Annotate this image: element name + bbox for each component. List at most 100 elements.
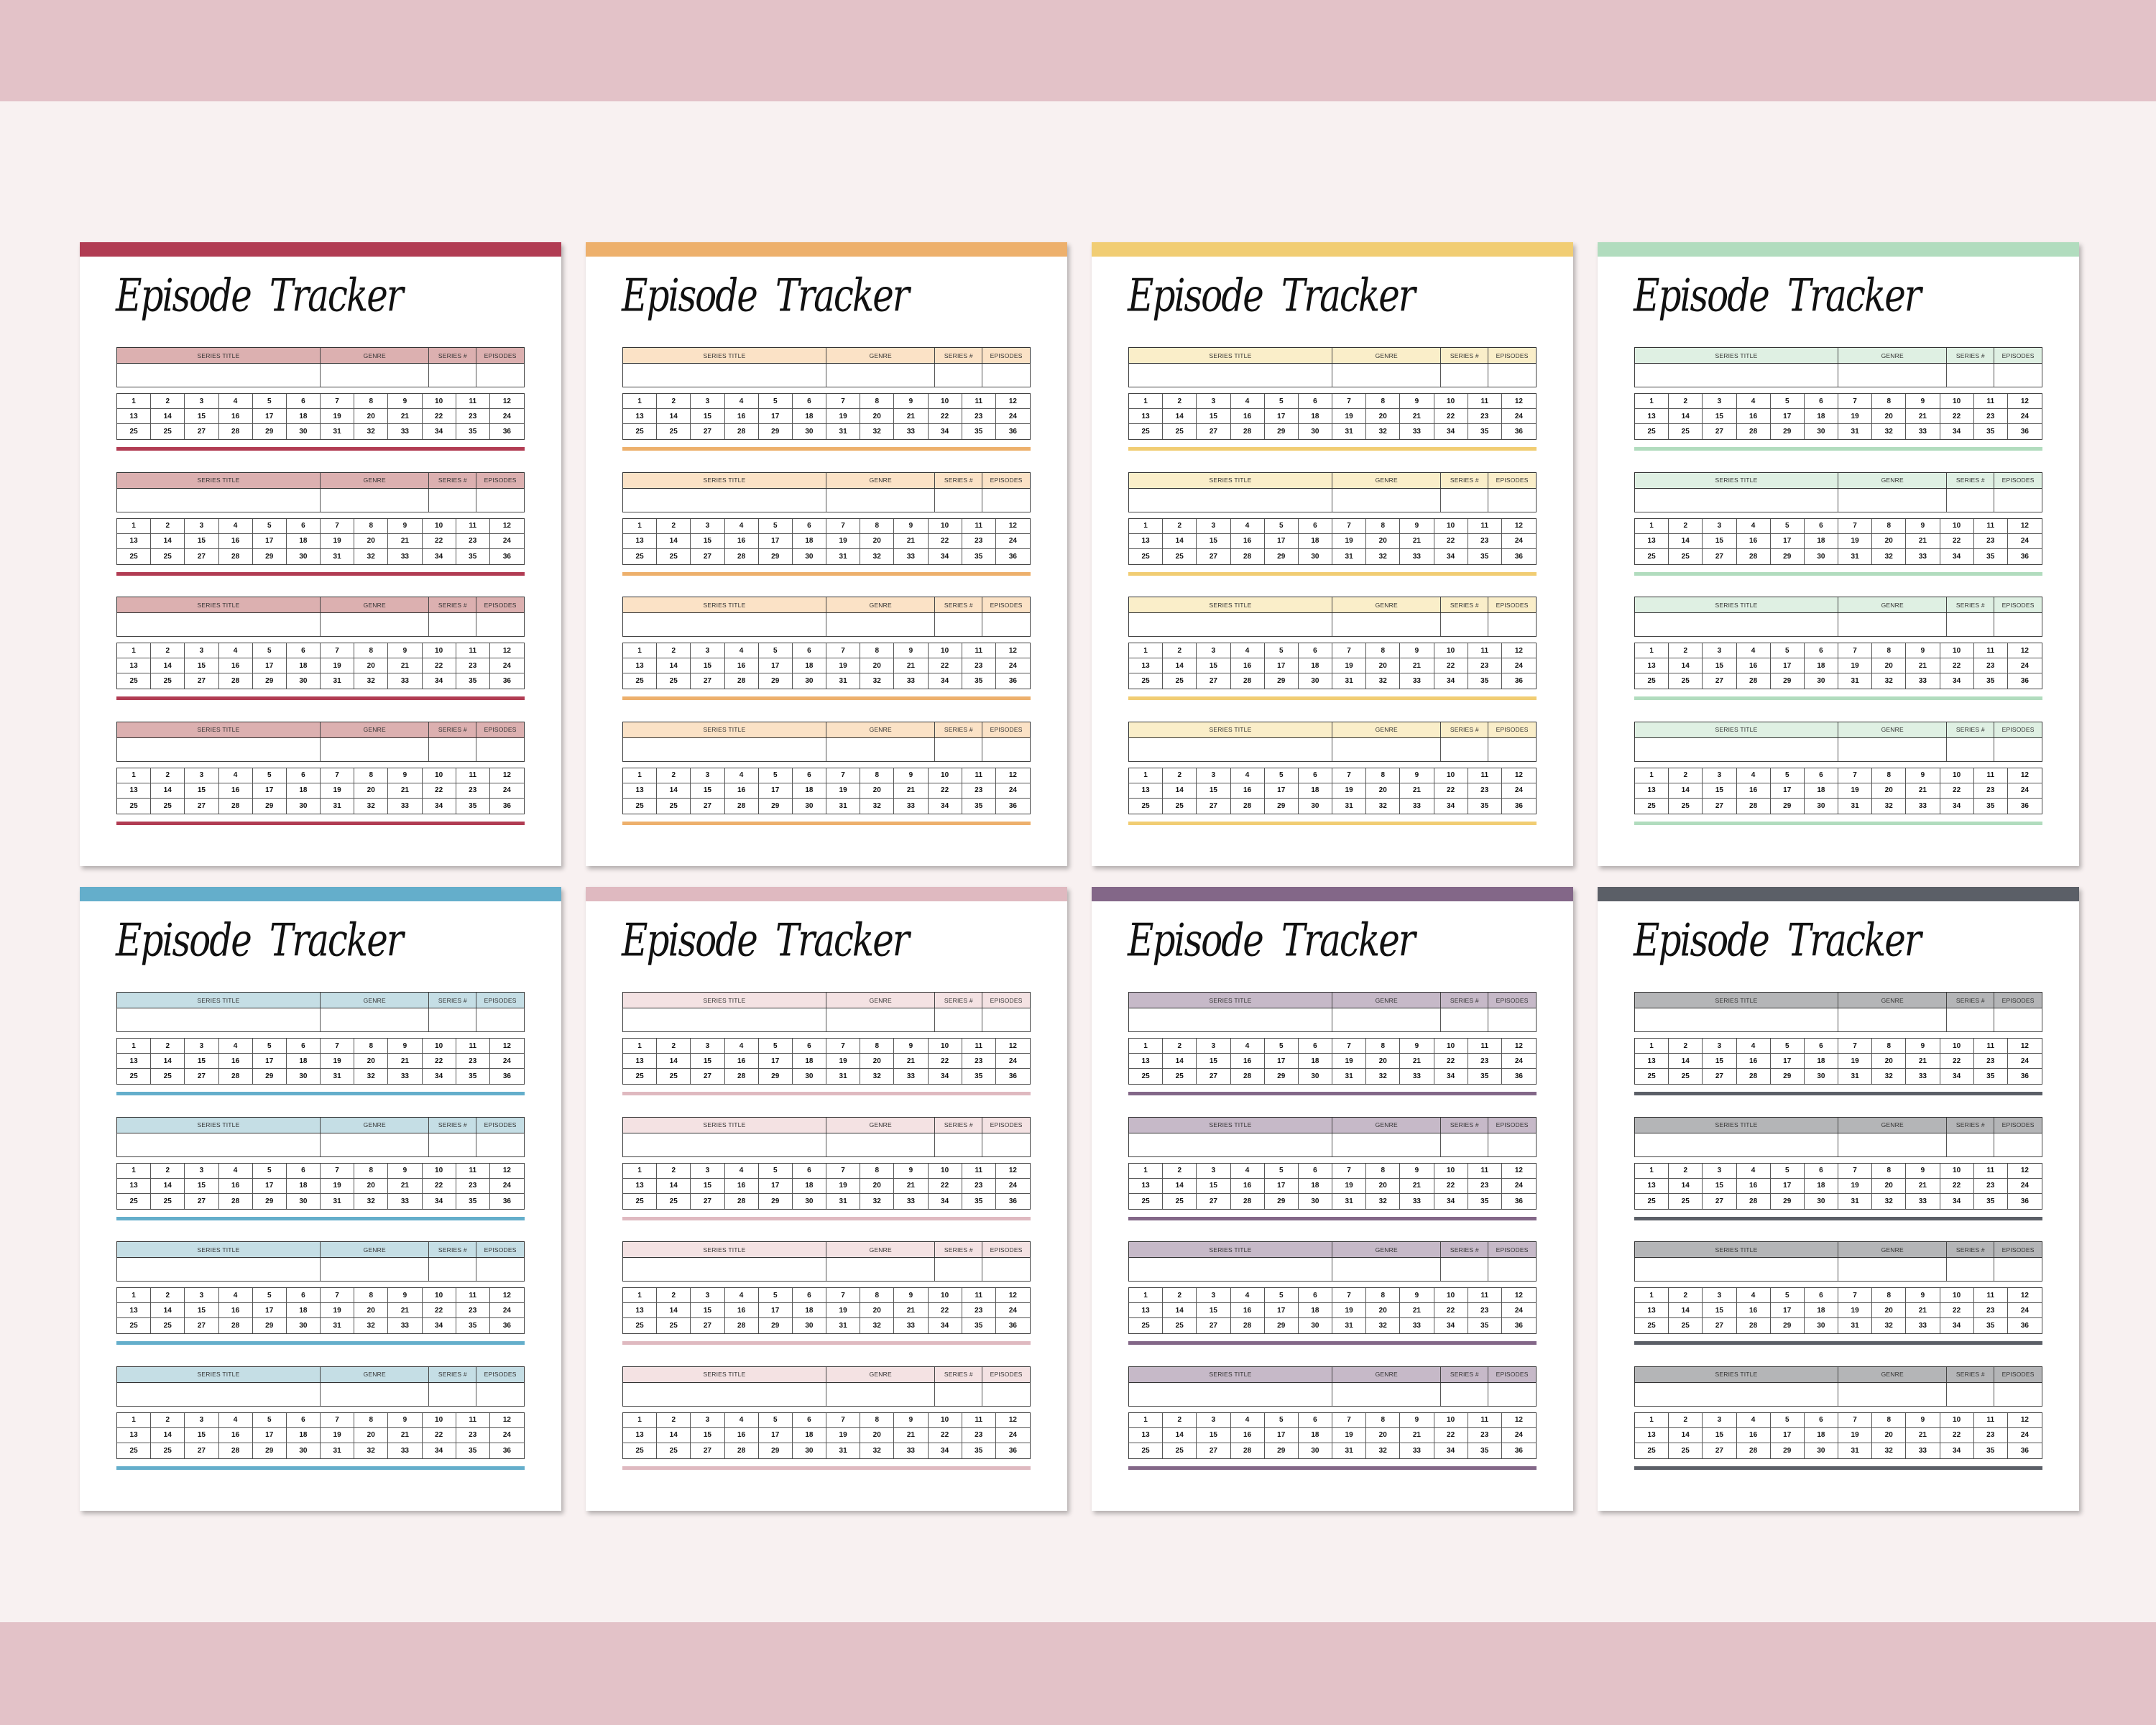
episode-checkbox[interactable]: 6 [792,518,826,534]
episode-checkbox[interactable]: 19 [321,1178,355,1194]
episode-checkbox[interactable]: 31 [1332,798,1367,814]
episode-checkbox[interactable]: 10 [422,768,456,783]
episode-checkbox[interactable]: 7 [321,768,355,783]
episode-checkbox[interactable]: 23 [1973,1427,2008,1443]
episode-checkbox[interactable]: 21 [388,783,423,799]
episode-checkbox[interactable]: 35 [1468,798,1502,814]
episode-checkbox[interactable]: 12 [2007,394,2042,409]
episode-checkbox[interactable]: 3 [1197,518,1231,534]
episode-checkbox[interactable]: 27 [185,1193,219,1209]
episode-checkbox[interactable]: 17 [1770,533,1805,549]
episode-checkbox[interactable]: 8 [1872,518,1907,534]
episode-checkbox[interactable]: 7 [1332,1412,1367,1428]
episode-checkbox[interactable]: 29 [1265,548,1299,564]
episode-checkbox[interactable]: 13 [1635,783,1669,799]
episode-checkbox[interactable]: 25 [1635,424,1669,439]
episode-checkbox[interactable]: 24 [995,1303,1030,1318]
episode-checkbox[interactable]: 11 [456,643,490,658]
episode-checkbox[interactable]: 25 [623,798,658,814]
episode-checkbox[interactable]: 1 [1635,394,1669,409]
episode-checkbox[interactable]: 19 [1838,1054,1873,1069]
episode-checkbox[interactable]: 4 [1736,518,1771,534]
episode-checkbox[interactable]: 9 [894,518,929,534]
episode-checkbox[interactable]: 10 [928,1288,962,1303]
episode-checkbox[interactable]: 6 [1298,1412,1332,1428]
genre-field[interactable] [1838,737,1948,761]
episode-checkbox[interactable]: 11 [962,1412,996,1428]
episode-checkbox[interactable]: 18 [792,1054,826,1069]
episode-checkbox[interactable]: 32 [354,1193,389,1209]
episode-checkbox[interactable]: 34 [929,548,962,564]
episodes-field[interactable] [476,613,524,636]
episode-checkbox[interactable]: 10 [422,1163,456,1179]
episode-checkbox[interactable]: 29 [1265,1318,1299,1333]
episode-checkbox[interactable]: 4 [1230,643,1265,658]
series-title-field[interactable] [1129,1382,1332,1406]
episode-checkbox[interactable]: 9 [1400,1039,1434,1054]
episode-checkbox[interactable]: 5 [1264,394,1299,409]
episode-checkbox[interactable]: 19 [826,1178,861,1194]
episode-checkbox[interactable]: 28 [1231,1318,1265,1333]
episode-checkbox[interactable]: 5 [758,1412,793,1428]
episodes-field[interactable] [476,1008,524,1031]
episode-checkbox[interactable]: 32 [354,1443,389,1458]
episode-checkbox[interactable]: 36 [1008,1072,1017,1080]
episode-checkbox[interactable]: 2 [1163,1288,1197,1303]
episode-checkbox[interactable]: 3 [691,1412,725,1428]
episode-checkbox[interactable]: 31 [826,548,861,564]
episode-checkbox[interactable]: 31 [1332,673,1367,689]
episode-checkbox[interactable]: 15 [1197,1303,1231,1318]
episode-checkbox[interactable]: 31 [1838,424,1873,439]
episode-checkbox[interactable]: 36 [2020,1197,2029,1205]
genre-field[interactable] [826,1008,936,1031]
episode-checkbox[interactable]: 18 [792,658,826,673]
episode-checkbox[interactable]: 27 [691,798,725,814]
episode-checkbox[interactable]: 18 [1804,783,1838,799]
episode-checkbox[interactable]: 31 [1332,1193,1367,1209]
episode-checkbox[interactable]: 30 [793,798,826,814]
episode-checkbox[interactable]: 12 [489,768,524,783]
episode-checkbox[interactable]: 30 [793,1443,826,1458]
episode-checkbox[interactable]: 17 [1264,1054,1299,1069]
episode-checkbox[interactable]: 5 [1264,1039,1299,1054]
episode-checkbox[interactable]: 18 [792,1178,826,1194]
episode-checkbox[interactable]: 31 [321,1193,355,1209]
episode-checkbox[interactable]: 8 [354,394,389,409]
episode-checkbox[interactable]: 28 [1231,424,1265,439]
episode-checkbox[interactable]: 14 [1669,783,1703,799]
episode-checkbox[interactable]: 31 [1838,1193,1873,1209]
series-title-field[interactable] [623,613,826,636]
episode-checkbox[interactable]: 7 [1838,643,1873,658]
episode-checkbox[interactable]: 16 [218,1303,253,1318]
episode-checkbox[interactable]: 22 [1434,1303,1468,1318]
episode-checkbox[interactable]: 18 [792,409,826,424]
episode-checkbox[interactable]: 34 [1434,1318,1468,1333]
episodes-field[interactable] [476,489,524,512]
episode-checkbox[interactable]: 3 [691,518,725,534]
genre-field[interactable] [1838,488,1948,512]
episode-checkbox[interactable]: 22 [1940,1303,1974,1318]
episode-checkbox[interactable]: 5 [1770,1163,1805,1179]
episodes-field[interactable] [476,738,524,761]
episode-checkbox[interactable]: 31 [321,798,355,814]
episode-checkbox[interactable]: 30 [287,424,321,439]
episode-checkbox[interactable]: 29 [1771,1069,1805,1084]
episode-checkbox[interactable]: 2 [151,768,185,783]
episode-checkbox[interactable]: 7 [1332,1163,1367,1179]
episode-checkbox[interactable]: 7 [826,1039,861,1054]
episode-checkbox[interactable]: 10 [928,643,962,658]
episode-checkbox[interactable]: 1 [623,518,658,534]
episode-checkbox[interactable]: 4 [724,1412,759,1428]
series-number-field[interactable] [1947,1258,1995,1281]
episode-checkbox[interactable]: 24 [2007,783,2042,799]
episode-checkbox[interactable]: 7 [826,1163,861,1179]
episode-checkbox[interactable]: 9 [894,1039,929,1054]
episode-checkbox[interactable]: 35 [1974,1443,2008,1458]
episode-checkbox[interactable]: 33 [1906,1318,1940,1333]
episode-checkbox[interactable]: 2 [657,518,691,534]
episode-checkbox[interactable]: 19 [826,1054,861,1069]
episode-checkbox[interactable]: 15 [185,1303,219,1318]
episode-checkbox[interactable]: 12 [1501,643,1536,658]
episode-checkbox[interactable]: 1 [1129,1412,1164,1428]
episode-checkbox[interactable]: 7 [1332,394,1367,409]
